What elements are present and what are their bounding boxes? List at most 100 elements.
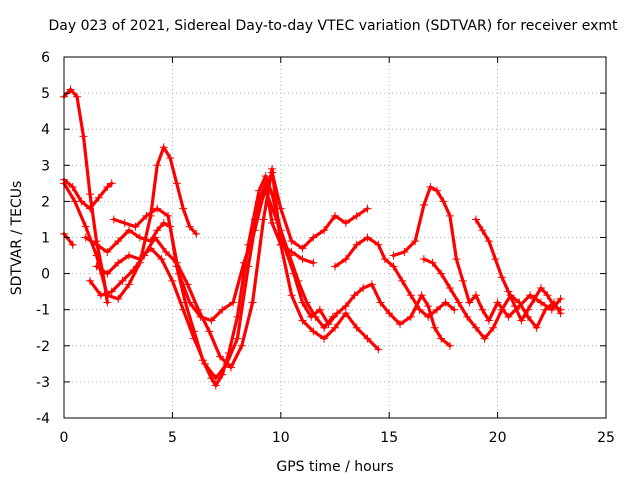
data-point xyxy=(493,298,502,307)
data-point xyxy=(341,309,350,318)
data-point xyxy=(309,258,318,267)
data-point xyxy=(86,204,95,213)
data-point xyxy=(96,291,105,300)
data-point xyxy=(439,197,448,206)
data-point xyxy=(504,312,513,321)
data-point xyxy=(350,291,359,300)
data-point xyxy=(432,186,441,195)
data-point xyxy=(430,323,439,332)
data-point xyxy=(385,309,394,318)
data-point xyxy=(324,320,333,329)
data-point xyxy=(298,255,307,264)
data-point xyxy=(331,211,339,220)
data-point xyxy=(281,244,290,253)
data-point xyxy=(81,233,90,242)
data-point xyxy=(441,298,450,307)
data-point xyxy=(556,294,565,303)
data-point xyxy=(396,320,405,329)
series-line xyxy=(84,174,335,388)
data-point xyxy=(109,215,118,224)
series-sat-m xyxy=(471,215,565,325)
data-point xyxy=(398,276,407,285)
data-point xyxy=(79,132,88,141)
data-point xyxy=(166,154,175,163)
data-point xyxy=(261,172,270,181)
data-point xyxy=(465,298,474,307)
data-point xyxy=(298,244,307,253)
series-line xyxy=(62,232,75,247)
data-point xyxy=(419,255,428,264)
data-point xyxy=(164,211,173,220)
data-point xyxy=(185,298,194,307)
x-tick-label: 5 xyxy=(168,430,177,446)
data-point xyxy=(376,298,385,307)
data-point xyxy=(179,305,188,314)
series-sat-e xyxy=(81,172,337,390)
data-point xyxy=(205,327,214,336)
data-point xyxy=(309,327,318,336)
y-tick-labels: -4 -3 -2 -1 0 1 2 3 4 5 6 xyxy=(36,50,50,427)
data-point xyxy=(68,182,77,191)
data-point xyxy=(523,305,532,314)
data-point xyxy=(272,215,281,224)
x-tick-label: 15 xyxy=(380,430,398,446)
series-line xyxy=(474,217,563,323)
data-point xyxy=(179,204,188,213)
data-point xyxy=(484,237,493,246)
data-point xyxy=(114,237,123,246)
data-point xyxy=(400,247,409,256)
data-point xyxy=(298,298,307,307)
data-point xyxy=(536,284,545,293)
data-point xyxy=(140,251,149,260)
data-point xyxy=(103,182,112,191)
data-point xyxy=(450,305,459,314)
data-point xyxy=(268,219,277,228)
data-point xyxy=(211,381,220,390)
data-point xyxy=(114,258,123,267)
data-point xyxy=(244,262,253,271)
data-point xyxy=(363,233,372,242)
data-point xyxy=(153,161,162,170)
data-point xyxy=(92,251,101,260)
data-point xyxy=(125,226,134,235)
data-point xyxy=(497,273,506,282)
data-point xyxy=(417,291,426,300)
data-point xyxy=(81,222,90,231)
data-point xyxy=(151,233,160,242)
data-point xyxy=(424,302,433,311)
data-point xyxy=(259,215,268,224)
y-tick-label: 0 xyxy=(41,267,50,283)
data-point xyxy=(153,226,162,235)
data-point xyxy=(367,280,376,289)
x-tick-label: 20 xyxy=(489,430,507,446)
data-point xyxy=(380,255,389,264)
data-point xyxy=(239,258,248,267)
data-point xyxy=(159,219,168,228)
data-point xyxy=(363,204,372,213)
data-point xyxy=(374,345,383,354)
series-line xyxy=(88,167,380,370)
data-point xyxy=(73,92,82,101)
data-point xyxy=(489,323,498,332)
x-axis-label: GPS time / hours xyxy=(276,459,393,475)
data-point xyxy=(556,305,565,314)
data-point xyxy=(183,280,192,289)
data-point xyxy=(86,190,95,199)
data-point xyxy=(526,291,535,300)
y-tick-label: -2 xyxy=(36,339,50,355)
data-point xyxy=(445,211,454,220)
data-point xyxy=(70,197,79,206)
data-point xyxy=(515,298,524,307)
data-point xyxy=(315,305,324,314)
data-point xyxy=(118,276,127,285)
data-point xyxy=(389,251,398,260)
data-point xyxy=(103,269,112,278)
data-point xyxy=(237,341,246,350)
y-tick-label: 5 xyxy=(41,86,50,102)
data-point xyxy=(389,262,398,271)
y-tick-label: -1 xyxy=(36,303,50,319)
data-point xyxy=(341,302,350,311)
data-point xyxy=(352,323,361,332)
data-point xyxy=(192,229,201,238)
